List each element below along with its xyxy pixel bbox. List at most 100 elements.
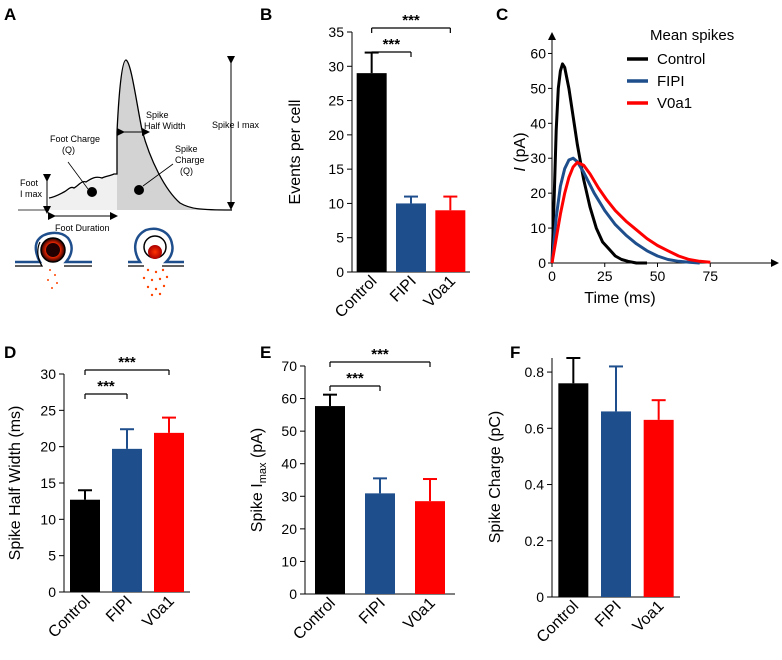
- y-axis-label: Spike Charge (pC): [487, 411, 504, 544]
- significance-label: ***: [383, 36, 401, 53]
- category-label-control: Control: [45, 593, 93, 641]
- y-tick-label: 0.8: [525, 364, 545, 380]
- y-tick-label: 35: [328, 24, 344, 40]
- y-tick-label: 60: [281, 391, 297, 407]
- y-tick-label: 0.6: [525, 420, 545, 436]
- spike-charge-l1: Spike: [175, 144, 198, 154]
- y-tick-label: 20: [281, 521, 297, 537]
- y-tick-label: 0: [336, 264, 344, 280]
- bar-fipi: [396, 203, 426, 272]
- bar-fipi: [601, 411, 631, 597]
- y-tick-label: 40: [281, 456, 297, 472]
- category-label-fipi: FIPI: [356, 595, 389, 628]
- panel-letter-d: D: [4, 343, 16, 362]
- legend-entry-v0a1: V0a1: [657, 95, 692, 112]
- y-tick-label: 30: [281, 488, 297, 504]
- foot-imax-label: Foot I max: [20, 178, 43, 199]
- bar-fipi: [112, 448, 142, 592]
- chart-e-spike-imax: 0 10 20 30 40 50 60 70 Control FIPI V0a1 *** *** Spik…: [249, 346, 455, 643]
- y-tick-label: 30: [328, 58, 344, 74]
- y-tick-label: 0.2: [525, 533, 545, 549]
- chart-b-events-per-cell: 0 5 10 15 20 25 30 35 Control FIPI V0a1 ****** Event…: [287, 12, 470, 321]
- y-tick-label: 10: [281, 553, 297, 569]
- foot-imax-l2: I max: [20, 189, 43, 199]
- y-tick-label: 70: [281, 358, 297, 374]
- foot-charge-dot: [87, 187, 97, 197]
- y-axis-label-rest: (pA): [512, 132, 529, 167]
- series-line-v0a1: [550, 160, 711, 264]
- y-tick-label: 5: [336, 230, 344, 246]
- significance-label: ***: [97, 378, 115, 395]
- y-axis-label-italic: I: [512, 167, 529, 172]
- panel-letter-b: B: [260, 5, 272, 24]
- bar-control: [558, 383, 589, 597]
- bar-v0a1: [415, 501, 445, 594]
- bar-control: [70, 499, 100, 592]
- vesicle-foot-illustration: [15, 231, 92, 289]
- y-tick-label: 10: [328, 195, 344, 211]
- y-tick-label: 0: [536, 589, 544, 605]
- y-axis-label: Events per cell: [287, 100, 304, 205]
- y-tick-label: 0: [48, 584, 56, 600]
- chart-f-spike-charge: 0 0.2 0.4 0.6 0.8 Control FIPI Voa1 Spike Charge…: [487, 357, 680, 646]
- bar-v0a1: [435, 210, 466, 272]
- y-tick-label: 50: [281, 423, 297, 439]
- y-tick-label: 10: [40, 511, 56, 527]
- y-axis-label: I (pA): [512, 132, 529, 171]
- significance-label: ***: [346, 370, 364, 387]
- y-tick-label: 0: [289, 586, 297, 602]
- y-tick-label: 20: [40, 439, 56, 455]
- y-tick-label: 20: [328, 127, 344, 143]
- category-label-control: Control: [290, 595, 338, 643]
- y-axis-label: Spike Imax (pA): [249, 428, 269, 532]
- y-tick-label: 20: [530, 185, 546, 201]
- half-width-label: Spike Half Width: [144, 110, 186, 131]
- foot-charge-area: [49, 174, 117, 210]
- category-label-control: Control: [332, 273, 380, 321]
- panel-letter-a: A: [4, 5, 16, 24]
- x-tick-label: 75: [702, 268, 718, 284]
- category-label-fipi: FIPI: [387, 273, 420, 306]
- spike-trace: [48, 59, 233, 211]
- foot-duration-label: Foot Duration: [55, 223, 110, 233]
- spike-charge-l3: (Q): [180, 166, 193, 176]
- y-tick-label: 0.4: [525, 477, 545, 493]
- foot-charge-label: Foot Charge (Q): [50, 134, 103, 155]
- category-label-fipi: FIPI: [592, 598, 625, 631]
- spike-charge-pointer: [142, 163, 174, 187]
- y-axis-label-tail: (pA): [249, 428, 266, 463]
- category-label-v0a1: V0a1: [400, 595, 439, 634]
- y-tick-label: 0: [538, 255, 546, 271]
- y-axis-label-sub: max: [257, 462, 269, 483]
- x-tick-label: 25: [597, 268, 613, 284]
- significance-label: ***: [371, 346, 389, 363]
- panel-letter-c: C: [496, 5, 508, 24]
- foot-charge-l2: (Q): [62, 145, 75, 155]
- bar-control: [356, 73, 387, 273]
- bar-fipi: [365, 493, 395, 594]
- spike-charge-area: [117, 60, 210, 210]
- chart-d-spike-half-width: 0 5 10 15 20 25 30 Control FIPI V0a1 ****** Spike H…: [7, 354, 190, 641]
- y-tick-label: 40: [530, 115, 546, 131]
- legend-title: Mean spikes: [650, 27, 734, 44]
- chart-c-mean-spikes: 0 10 20 30 40 50 60 0 25 50 75 Time (ms) I (pA) Mean …: [512, 27, 779, 307]
- half-width-label-l2: Half Width: [144, 121, 186, 131]
- spike-charge-label: Spike Charge (Q): [175, 144, 207, 176]
- x-tick-label: 0: [548, 268, 556, 284]
- foot-imax-l1: Foot: [20, 178, 39, 188]
- panel-letter-f: F: [510, 343, 520, 362]
- series-line-fipi: [550, 156, 700, 265]
- y-axis-label-main: Spike I: [249, 483, 266, 532]
- y-tick-label: 30: [40, 366, 56, 382]
- foot-charge-pointer: [67, 161, 89, 190]
- y-tick-label: 30: [530, 150, 546, 166]
- y-tick-label: 15: [328, 161, 344, 177]
- vesicle-spike-illustration: [128, 227, 184, 297]
- half-width-label-l1: Spike: [146, 110, 169, 120]
- x-tick-label: 50: [650, 268, 666, 284]
- spike-charge-dot: [134, 185, 144, 195]
- y-tick-label: 60: [530, 45, 546, 61]
- bar-voa1: [643, 419, 674, 597]
- panel-letter-e: E: [260, 343, 271, 362]
